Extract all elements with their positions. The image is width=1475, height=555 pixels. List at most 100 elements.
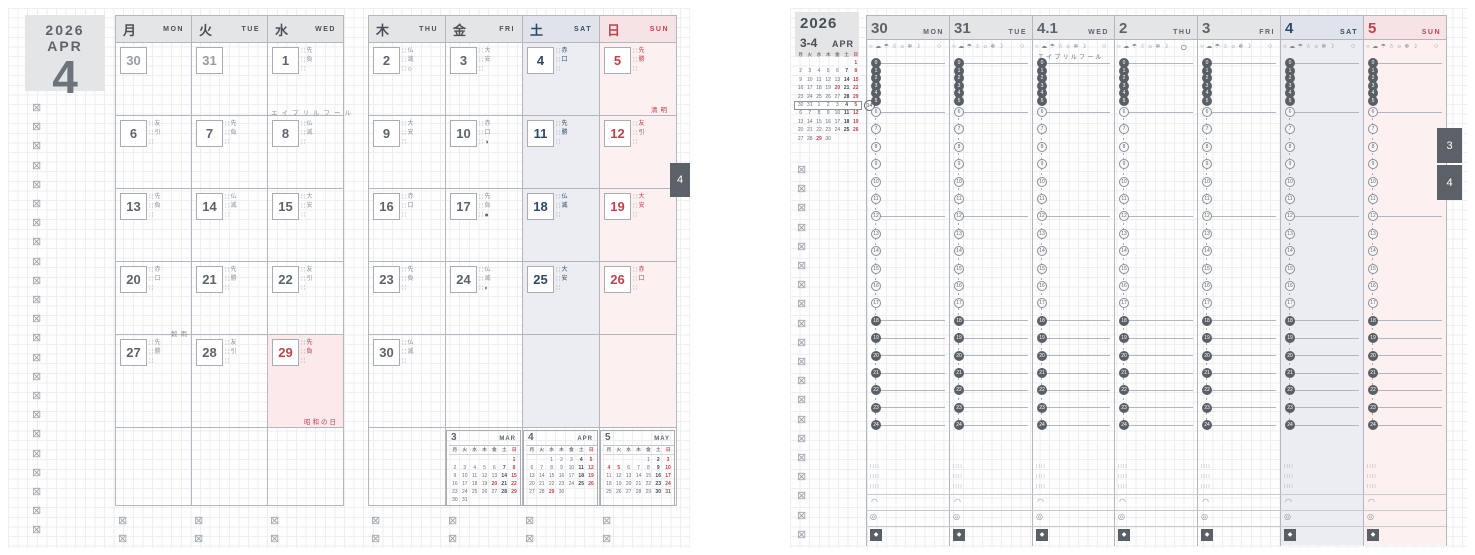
mini-cal-day: 1 bbox=[854, 60, 858, 66]
footer-glyph-row: ∷∷ bbox=[1284, 484, 1294, 490]
date-cell-25[interactable]: 25 bbox=[527, 266, 554, 293]
page-tab-4[interactable]: 4 bbox=[670, 163, 690, 197]
hour-marker-20: 20 bbox=[1368, 350, 1378, 361]
date-cell-31[interactable]: 31 bbox=[196, 47, 223, 74]
mini-cal-day: 19 bbox=[615, 481, 622, 487]
weather-icon: ☽ bbox=[914, 43, 921, 50]
lunar-date-glyph: ∷ bbox=[479, 130, 484, 137]
rokuyo-row: ∷ 先 bbox=[225, 266, 241, 275]
date-cell-30[interactable]: 30 bbox=[120, 47, 147, 74]
hour-marker-23: 23 bbox=[1037, 402, 1047, 413]
date-cell-10[interactable]: 10 bbox=[450, 120, 477, 147]
mini-cal-dow: 火 bbox=[616, 447, 622, 452]
date-cell-22[interactable]: 22 bbox=[272, 266, 299, 293]
mini-cal-day: 24 bbox=[834, 127, 841, 134]
mini-cal-day: 14 bbox=[538, 473, 545, 479]
rokuyo-char: 先 bbox=[154, 340, 161, 346]
date-cell-13[interactable]: 13 bbox=[120, 193, 147, 220]
mini-cal-day: 27 bbox=[625, 489, 632, 495]
date-cell-7[interactable]: 7 bbox=[196, 120, 223, 147]
mini-cal-dow: 土 bbox=[501, 447, 507, 452]
date-cell-5[interactable]: 5 bbox=[604, 47, 631, 74]
date-cell-2[interactable]: 2 bbox=[373, 47, 400, 74]
lunar-date-glyph: ∷ bbox=[479, 203, 484, 210]
stamp-icon[interactable]: ◆ bbox=[1201, 529, 1213, 541]
date-cell-4[interactable]: 4 bbox=[527, 47, 554, 74]
date-cell-27[interactable]: 27 bbox=[120, 339, 147, 366]
date-cell-28[interactable]: 28 bbox=[196, 339, 223, 366]
mini-cal-day: 9 bbox=[799, 76, 802, 83]
date-number: 13 bbox=[126, 199, 141, 214]
date-cell-6[interactable]: 6 bbox=[120, 120, 147, 147]
stamp-icon[interactable]: ◆ bbox=[1367, 529, 1379, 541]
date-cell-11[interactable]: 11 bbox=[527, 120, 554, 147]
weekday-en: MON bbox=[163, 25, 184, 33]
page-tab-3[interactable]: 3 bbox=[1437, 128, 1462, 163]
date-cell-12[interactable]: 12 bbox=[604, 120, 631, 147]
stamp-icon[interactable]: ◆ bbox=[1284, 529, 1296, 541]
date-cell-9[interactable]: 9 bbox=[373, 120, 400, 147]
mini-cal-day: 16 bbox=[452, 481, 458, 487]
stamp-icon[interactable]: ◆ bbox=[1036, 529, 1048, 541]
date-cell-18[interactable]: 18 bbox=[527, 193, 554, 220]
date-cell-17[interactable]: 17 bbox=[450, 193, 477, 220]
mini-cal-day: 31 bbox=[461, 497, 468, 503]
date-cell-24[interactable]: 24 bbox=[450, 266, 477, 293]
date-cell-1[interactable]: 1 bbox=[272, 47, 299, 74]
calendar-grid-vline bbox=[191, 15, 192, 506]
mini-cal-dow: 水 bbox=[472, 447, 477, 452]
mini-cal-month-number: 4 bbox=[528, 432, 534, 443]
rokuyo-row: ∷ 安 bbox=[479, 56, 495, 65]
mini-cal-dow: 月 bbox=[606, 447, 612, 452]
date-cell-23[interactable]: 23 bbox=[373, 266, 400, 293]
stamp-icon[interactable]: ◆ bbox=[1118, 529, 1130, 541]
page-tab-4[interactable]: 4 bbox=[1437, 165, 1462, 200]
date-cell-16[interactable]: 16 bbox=[373, 193, 400, 220]
time-track-line bbox=[875, 58, 876, 430]
mini-cal-day: 20 bbox=[797, 127, 804, 134]
date-cell-14[interactable]: 14 bbox=[196, 193, 223, 220]
date-cell-20[interactable]: 20 bbox=[120, 266, 147, 293]
weather-icon: ❄ bbox=[1238, 43, 1244, 50]
rokuyo-char: 赤 bbox=[638, 267, 645, 273]
weather-icon: ❄ bbox=[1404, 43, 1410, 50]
weather-icon: ○ bbox=[1366, 43, 1370, 50]
lunar-date-glyph: ∷ bbox=[225, 212, 230, 219]
hour-rule bbox=[1128, 389, 1193, 391]
day-column-vline bbox=[1280, 15, 1281, 546]
rokuyo-char: 負 bbox=[407, 276, 414, 282]
checkbox-icon: ⊠ bbox=[797, 413, 807, 426]
date-cell-15[interactable]: 15 bbox=[272, 193, 299, 220]
date-cell-21[interactable]: 21 bbox=[196, 266, 223, 293]
date-cell-30[interactable]: 30 bbox=[373, 339, 400, 366]
weather-icon: ☂ bbox=[1214, 43, 1221, 50]
mini-calendar-mar[interactable]: 3 MAR 月火水木金土日 1 2 3 4 5 6 7 8 9 10 11 12 13 14 15 16 17 18 19… bbox=[446, 430, 521, 506]
rokuyo-row: ∷ 負 bbox=[402, 275, 418, 284]
date-cell-29[interactable]: 29 bbox=[272, 339, 299, 366]
mini-cal-day: 22 bbox=[853, 85, 859, 92]
rokuyo-column: ∷ 仏 ∷ 滅 ∷ bbox=[301, 120, 317, 149]
mini-calendar-apr[interactable]: 4 APR 月火水木金土日 1 2 3 4 5 6 7 8 9 10 11 12 13 14 15 16 17 18 19… bbox=[523, 430, 598, 506]
rokuyo-row: ∷ bbox=[149, 211, 165, 220]
date-cell-26[interactable]: 26 bbox=[604, 266, 631, 293]
mini-cal-month-abbr: MAY bbox=[654, 436, 670, 442]
mini-calendar-may[interactable]: 5 MAY 月火水木金土日 1 2 3 4 5 6 7 8 9 10 11 12 13 14 15 16 17 18 19… bbox=[600, 430, 675, 506]
hour-rule bbox=[1211, 337, 1276, 339]
mini-cal-day: 11 bbox=[472, 473, 478, 479]
checkbox-icon: ⊠ bbox=[32, 409, 42, 422]
date-cell-19[interactable]: 19 bbox=[604, 193, 631, 220]
stamp-icon[interactable]: ◆ bbox=[953, 529, 965, 541]
stamp-icon[interactable]: ◆ bbox=[870, 529, 882, 541]
hour-rule bbox=[1377, 355, 1442, 357]
checkbox-icon: ⊠ bbox=[797, 452, 807, 464]
hour-rule bbox=[1211, 62, 1276, 64]
lunar-date-glyph: ∷ bbox=[301, 57, 306, 64]
date-cell-3[interactable]: 3 bbox=[450, 47, 477, 74]
rokuyo-char: 友 bbox=[230, 340, 237, 346]
rokuyo-row: ∷ bbox=[556, 211, 572, 220]
rokuyo-row: ∷ 滅 bbox=[402, 348, 418, 357]
date-cell-8[interactable]: 8 bbox=[272, 120, 299, 147]
hour-marker-15: 15 bbox=[1285, 263, 1295, 274]
mini-cal-day: 16 bbox=[797, 85, 804, 92]
lunar-date-glyph: ∷ bbox=[479, 139, 484, 146]
